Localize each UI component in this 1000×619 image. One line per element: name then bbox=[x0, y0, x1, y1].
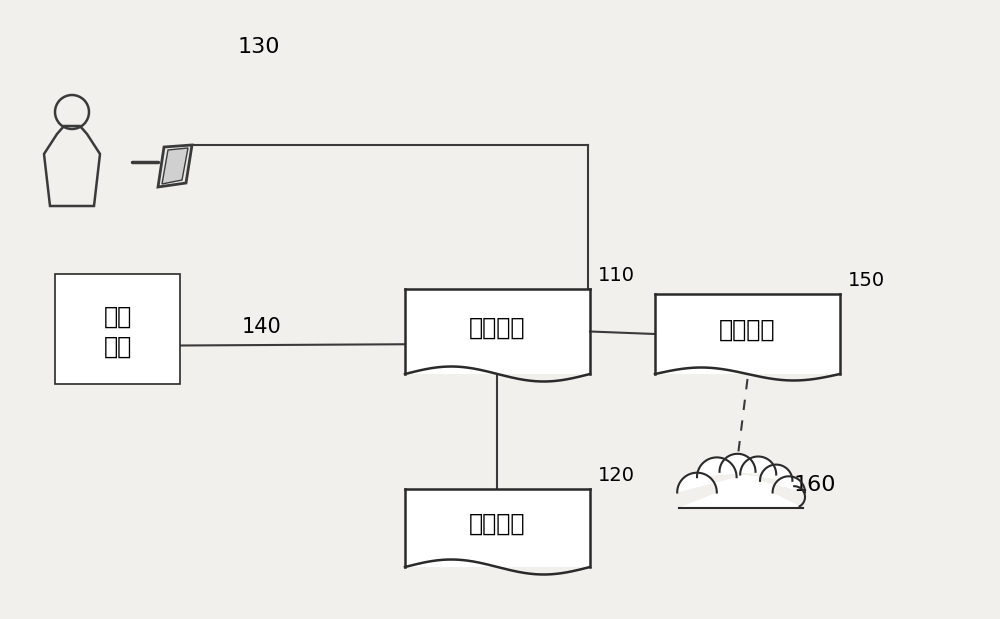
Text: 设备: 设备 bbox=[103, 335, 132, 359]
Polygon shape bbox=[405, 489, 590, 567]
Text: 160: 160 bbox=[794, 475, 836, 495]
Text: 150: 150 bbox=[848, 271, 885, 290]
FancyBboxPatch shape bbox=[55, 274, 180, 384]
Text: 140: 140 bbox=[242, 317, 282, 337]
Polygon shape bbox=[677, 454, 805, 508]
Text: 通信接口: 通信接口 bbox=[719, 318, 776, 342]
Polygon shape bbox=[655, 294, 840, 374]
Text: 处理设备: 处理设备 bbox=[469, 316, 526, 339]
Polygon shape bbox=[162, 148, 188, 184]
Text: 存储设备: 存储设备 bbox=[469, 512, 526, 536]
Text: 显示: 显示 bbox=[103, 305, 132, 329]
Polygon shape bbox=[405, 289, 590, 374]
Text: 120: 120 bbox=[598, 466, 635, 485]
Polygon shape bbox=[158, 145, 192, 187]
Text: 130: 130 bbox=[238, 37, 280, 57]
Text: 110: 110 bbox=[598, 266, 635, 285]
